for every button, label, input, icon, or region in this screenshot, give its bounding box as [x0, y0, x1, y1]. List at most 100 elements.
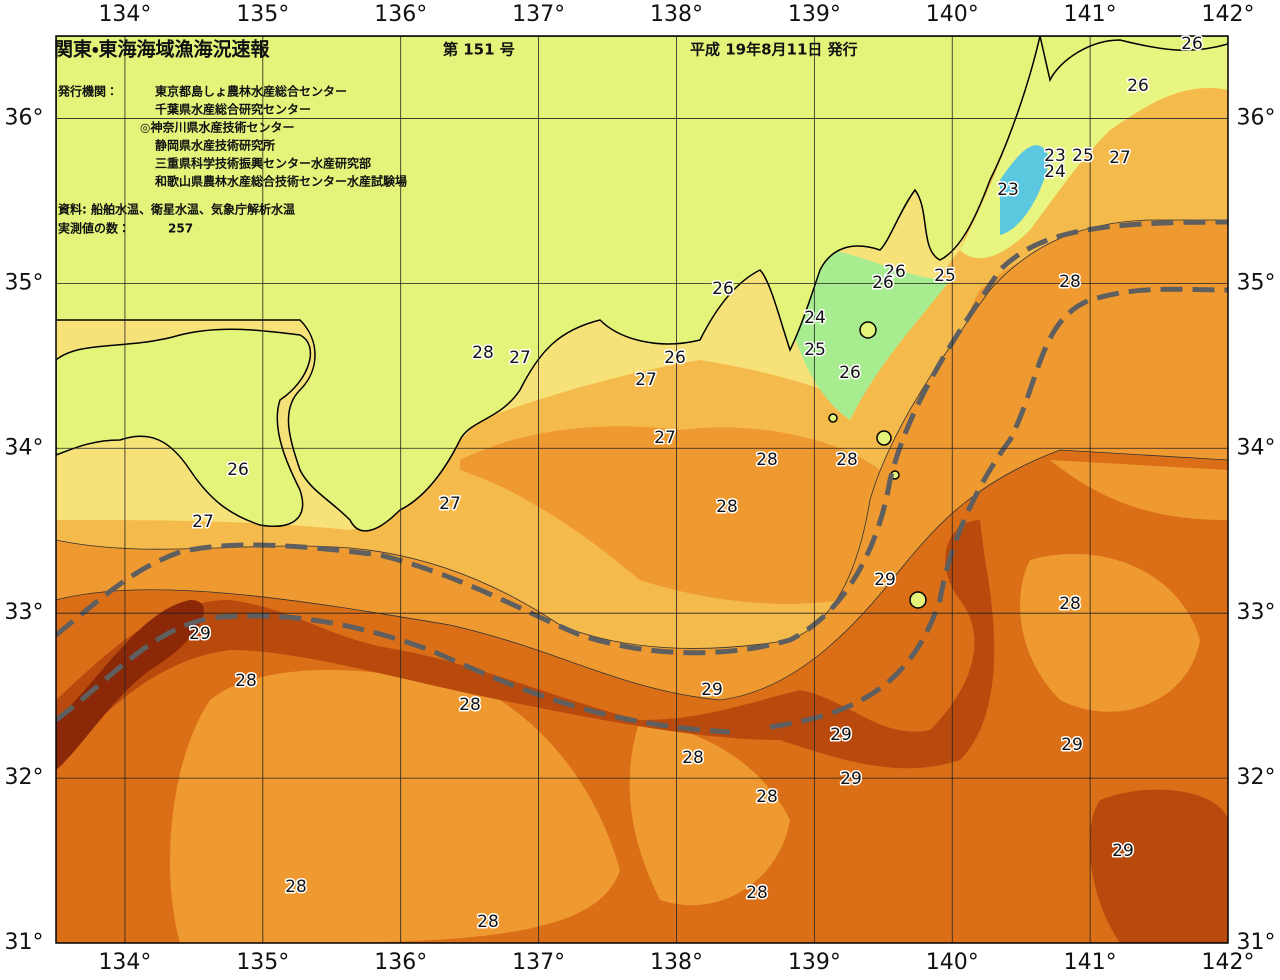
count: 257 [168, 222, 193, 236]
contour-label: 28 [1059, 272, 1081, 292]
sea-28 [1050, 460, 1228, 520]
contour-label: 27 [635, 370, 657, 390]
contour-label: 26 [227, 460, 249, 480]
sea-22 [1000, 145, 1050, 235]
contour-label: 27 [439, 494, 461, 514]
lon-label-bottom: 135° [236, 950, 289, 975]
contour-label: 28 [756, 450, 778, 470]
contour-label: 23 [1044, 146, 1066, 166]
issue: 第 151 号 [443, 41, 515, 59]
contour-label: 25 [934, 266, 956, 286]
lat-label-left: 36° [5, 105, 44, 130]
issuer-label: 発行機関： [57, 84, 118, 99]
contour-label: 26 [664, 348, 686, 368]
lat-label-left: 32° [5, 765, 44, 790]
contour-label: 27 [654, 428, 676, 448]
issuer: 東京都島しょ農林水産総合センター [155, 84, 347, 99]
kuroshio-axis [56, 613, 731, 735]
contour-label: 28 [746, 883, 768, 903]
contour-label: 29 [189, 624, 211, 644]
isotherm [56, 449, 1228, 701]
lat-label-right: 36° [1237, 105, 1276, 130]
contour-label: 24 [804, 308, 826, 328]
land-island [876, 430, 892, 446]
lon-label-top: 140° [926, 2, 979, 27]
lon-label-bottom: 142° [1202, 950, 1255, 975]
contour-label: 29 [1112, 841, 1134, 861]
contour-label: 29 [1061, 735, 1083, 755]
issuer: ◎神奈川県水産技術センター [140, 120, 294, 135]
contour-label: 26 [839, 363, 861, 383]
lat-label-right: 32° [1237, 765, 1276, 790]
contour-label: 28 [235, 671, 257, 691]
sea-28 [170, 670, 620, 943]
issuer: 千葉県水産総合研究センター [155, 102, 311, 117]
sea-28 [460, 426, 880, 604]
lat-label-left: 35° [5, 270, 44, 295]
land-shikoku-awaji [56, 328, 311, 527]
lon-label-bottom: 137° [512, 950, 565, 975]
lat-label-left: 31° [5, 930, 44, 955]
lon-label-top: 135° [236, 2, 289, 27]
contour-label: 27 [192, 512, 214, 532]
contour-label: 27 [1109, 148, 1131, 168]
contour-label: 28 [472, 343, 494, 363]
issuer: 三重県科学技術振興センター水産研究部 [155, 156, 371, 171]
contour-label: 25 [1072, 146, 1094, 166]
contour-label: 28 [477, 912, 499, 932]
lon-label-top: 141° [1064, 2, 1117, 27]
contour-label: 28 [459, 695, 481, 715]
lat-label-right: 35° [1237, 270, 1276, 295]
sea-30 [56, 600, 205, 770]
sea-29plus [56, 520, 995, 769]
sea-28 [1020, 553, 1200, 712]
issuer: 静岡県水産技術研究所 [155, 138, 275, 153]
lat-label-right: 33° [1237, 600, 1276, 625]
lon-label-top: 134° [98, 2, 151, 27]
sea-28 [965, 224, 1228, 400]
contour-label: 28 [1059, 594, 1081, 614]
contour-label: 28 [682, 748, 704, 768]
contour-label: 29 [830, 725, 852, 745]
lon-label-bottom: 139° [788, 950, 841, 975]
contour-label: 28 [285, 877, 307, 897]
lon-label-bottom: 141° [1064, 950, 1117, 975]
title: 関東・東海海域漁海況速報 [54, 38, 270, 61]
contour-label: 26 [872, 273, 894, 293]
contour-label: 28 [836, 450, 858, 470]
land-island [828, 413, 838, 423]
contour-label: 26 [884, 262, 906, 282]
issuer: 和歌山県農林水産総合技術センター水産試験場 [154, 174, 407, 189]
contour-label: 27 [509, 348, 531, 368]
contour-label: 29 [701, 680, 723, 700]
header: 関東・東海海域漁海況速報 第 151 号 平成 19年8月11日 発行 発行機関… [54, 38, 858, 236]
contour-label: 29 [874, 570, 896, 590]
lon-label-top: 139° [788, 2, 841, 27]
contour-label: 26 [1181, 34, 1203, 54]
land-island [909, 591, 927, 609]
lon-label-top: 136° [374, 2, 427, 27]
temperature-field [56, 36, 1228, 943]
sea-28 [629, 720, 790, 906]
count-label: 実測値の数： [58, 221, 130, 236]
contour-label: 25 [804, 340, 826, 360]
lat-label-left: 33° [5, 600, 44, 625]
lon-label-top: 137° [512, 2, 565, 27]
lon-label-top: 138° [650, 2, 703, 27]
lat-label-right: 34° [1237, 435, 1276, 460]
date: 平成 19年8月11日 発行 [690, 41, 858, 59]
contour-label: 23 [997, 180, 1019, 200]
lat-label-right: 31° [1237, 930, 1276, 955]
contour-label: 26 [712, 279, 734, 299]
contour-label: 26 [1127, 76, 1149, 96]
lon-label-bottom: 134° [98, 950, 151, 975]
lon-label-bottom: 136° [374, 950, 427, 975]
lon-label-bottom: 138° [650, 950, 703, 975]
lon-label-bottom: 140° [926, 950, 979, 975]
lat-label-left: 34° [5, 435, 44, 460]
source: 資料: 船舶水温、衛星水温、気象庁解析水温 [58, 202, 295, 217]
kuroshio-axis [769, 286, 1228, 730]
contour-label: 24 [1044, 162, 1066, 182]
